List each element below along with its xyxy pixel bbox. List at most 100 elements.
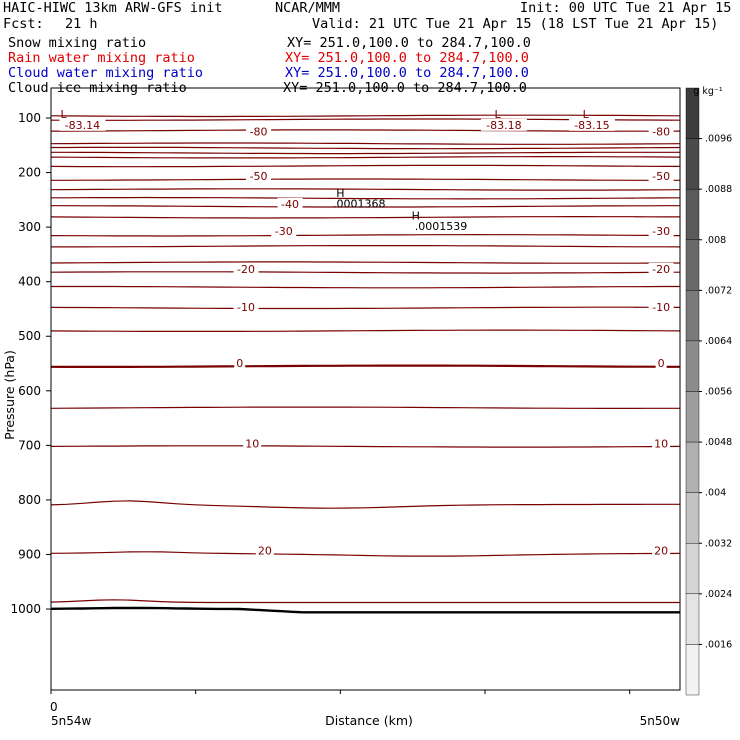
colorbar-swatch (685, 492, 700, 544)
y-axis-title: Pressure (hPa) (2, 350, 17, 440)
contour-label-bg (568, 118, 615, 131)
contour-line (50, 114, 681, 118)
contour-label: -10 (652, 301, 670, 314)
field-xy-snow: XY= 251.0,100.0 to 284.7,100.0 (287, 35, 531, 51)
colorbar-unit: g kg⁻¹ (693, 86, 723, 97)
contour-label: -83.14 (65, 119, 100, 132)
contour-label: H (412, 209, 420, 222)
y-tick-label: 700 (18, 438, 41, 452)
contour-line (50, 406, 680, 409)
contour-label-bg (652, 437, 671, 450)
contour-label-bg (648, 225, 674, 238)
contour-label: -83.15 (574, 119, 609, 132)
contour-label: .0001539 (415, 220, 468, 233)
colorbar-label: .0088 (705, 184, 732, 195)
valid-time: Valid: 21 UTC Tue 21 Apr 15 (18 LST Tue … (312, 16, 719, 32)
contour-label-bg (648, 301, 674, 314)
contour-label: -30 (275, 225, 293, 238)
contour-label: .0001368 (333, 197, 386, 210)
contour-line (50, 445, 681, 448)
contour-line (50, 551, 681, 557)
contour-line (50, 599, 680, 604)
field-xy-rain: XY= 251.0,100.0 to 284.7,100.0 (285, 50, 529, 66)
contour-line (50, 233, 681, 237)
contour-label-bg (59, 118, 106, 131)
y-tick-label: 300 (18, 220, 41, 234)
contour-line (50, 261, 681, 264)
contour-label-bg (271, 225, 297, 238)
x-axis (50, 690, 631, 694)
contour-label: H (336, 187, 344, 200)
y-tick-label: 400 (18, 275, 41, 289)
contour-label-bg (648, 262, 674, 275)
fcst-label: Fcst: (3, 16, 44, 32)
contour-label: 0 (658, 357, 665, 370)
contour-label-bg (277, 197, 303, 210)
contour-lines (50, 114, 681, 604)
colorbar-swatch (685, 340, 700, 392)
field-name-rain: Rain water mixing ratio (8, 50, 195, 66)
x-axis-title: Distance (km) (325, 713, 413, 728)
y-axis: 100 200 300 400 500 600 700 800 900 1000 (10, 111, 51, 616)
y-tick-label: 600 (18, 384, 41, 398)
contour-line (51, 205, 680, 208)
contour-line (51, 245, 681, 248)
contour-label: -20 (652, 263, 670, 276)
x-start-label: 5n54w (51, 714, 92, 728)
contour-line (50, 500, 680, 509)
contour-label-bg (648, 170, 674, 183)
colorbar-label: .0016 (705, 639, 732, 650)
contour-label-bg (480, 118, 527, 131)
contour-label-bg (246, 170, 272, 183)
contour-line (51, 129, 681, 132)
contour-line (50, 216, 680, 219)
y-tick-label: 900 (18, 547, 41, 561)
contour-label-bg (648, 125, 674, 138)
contour-line (51, 285, 680, 289)
colorbar-label: .0032 (705, 538, 732, 549)
contour-line (50, 142, 681, 145)
contour-label: -83.18 (486, 119, 521, 132)
contour-label: -80 (250, 125, 268, 138)
colorbar-label: .008 (705, 235, 726, 246)
colorbar-label: .004 (705, 488, 726, 499)
colorbar-label: .0024 (705, 589, 732, 600)
contour-label: 10 (654, 437, 668, 450)
contour-label: L (495, 108, 502, 121)
contour-label: -30 (652, 225, 670, 238)
contour-line (50, 271, 681, 274)
contour-label: -80 (652, 125, 670, 138)
colorbar-swatch (685, 239, 700, 291)
contour-label-bg (655, 357, 667, 370)
colorbar-label: .0048 (705, 437, 732, 448)
colorbar-label: .0096 (705, 134, 732, 145)
terrain-line (50, 606, 680, 614)
contour-label-bg (652, 544, 671, 557)
contour-label: 20 (654, 544, 668, 557)
colorbar-swatch (685, 644, 700, 696)
contour-line (51, 196, 681, 200)
contour-line (51, 178, 680, 181)
contour-labels: -83.14 -83.18 -83.15L L L-80 -80-50 -50-40-30-… (59, 108, 674, 557)
colorbar-swatch (685, 441, 700, 493)
contour-line (50, 188, 681, 191)
plot-frame (50, 87, 681, 691)
colorbar-swatch (685, 138, 700, 190)
y-tick-label: 1000 (10, 602, 41, 616)
field-xy-cloud-water: XY= 251.0,100.0 to 284.7,100.0 (285, 65, 529, 81)
contour-line (50, 364, 680, 368)
contour-line (50, 306, 681, 310)
colorbar-label: .0072 (705, 285, 732, 296)
colorbar-label: .0064 (705, 336, 732, 347)
colorbar: .0096 .0088 .008 .0072 .0064 .0056 .0048 .004 .0… (685, 87, 732, 696)
field-name-snow: Snow mixing ratio (8, 35, 147, 51)
field-name-cloud-water: Cloud water mixing ratio (8, 65, 204, 81)
colorbar-swatch (685, 543, 700, 595)
y-tick-label: 500 (18, 329, 41, 343)
x-zero-label: 0 (50, 700, 58, 714)
init-time: Init: 00 UTC Tue 21 Apr 15 (520, 0, 732, 16)
contour-label-bg (255, 544, 274, 557)
colorbar-swatch (685, 593, 700, 645)
contour-label: -50 (250, 170, 268, 183)
